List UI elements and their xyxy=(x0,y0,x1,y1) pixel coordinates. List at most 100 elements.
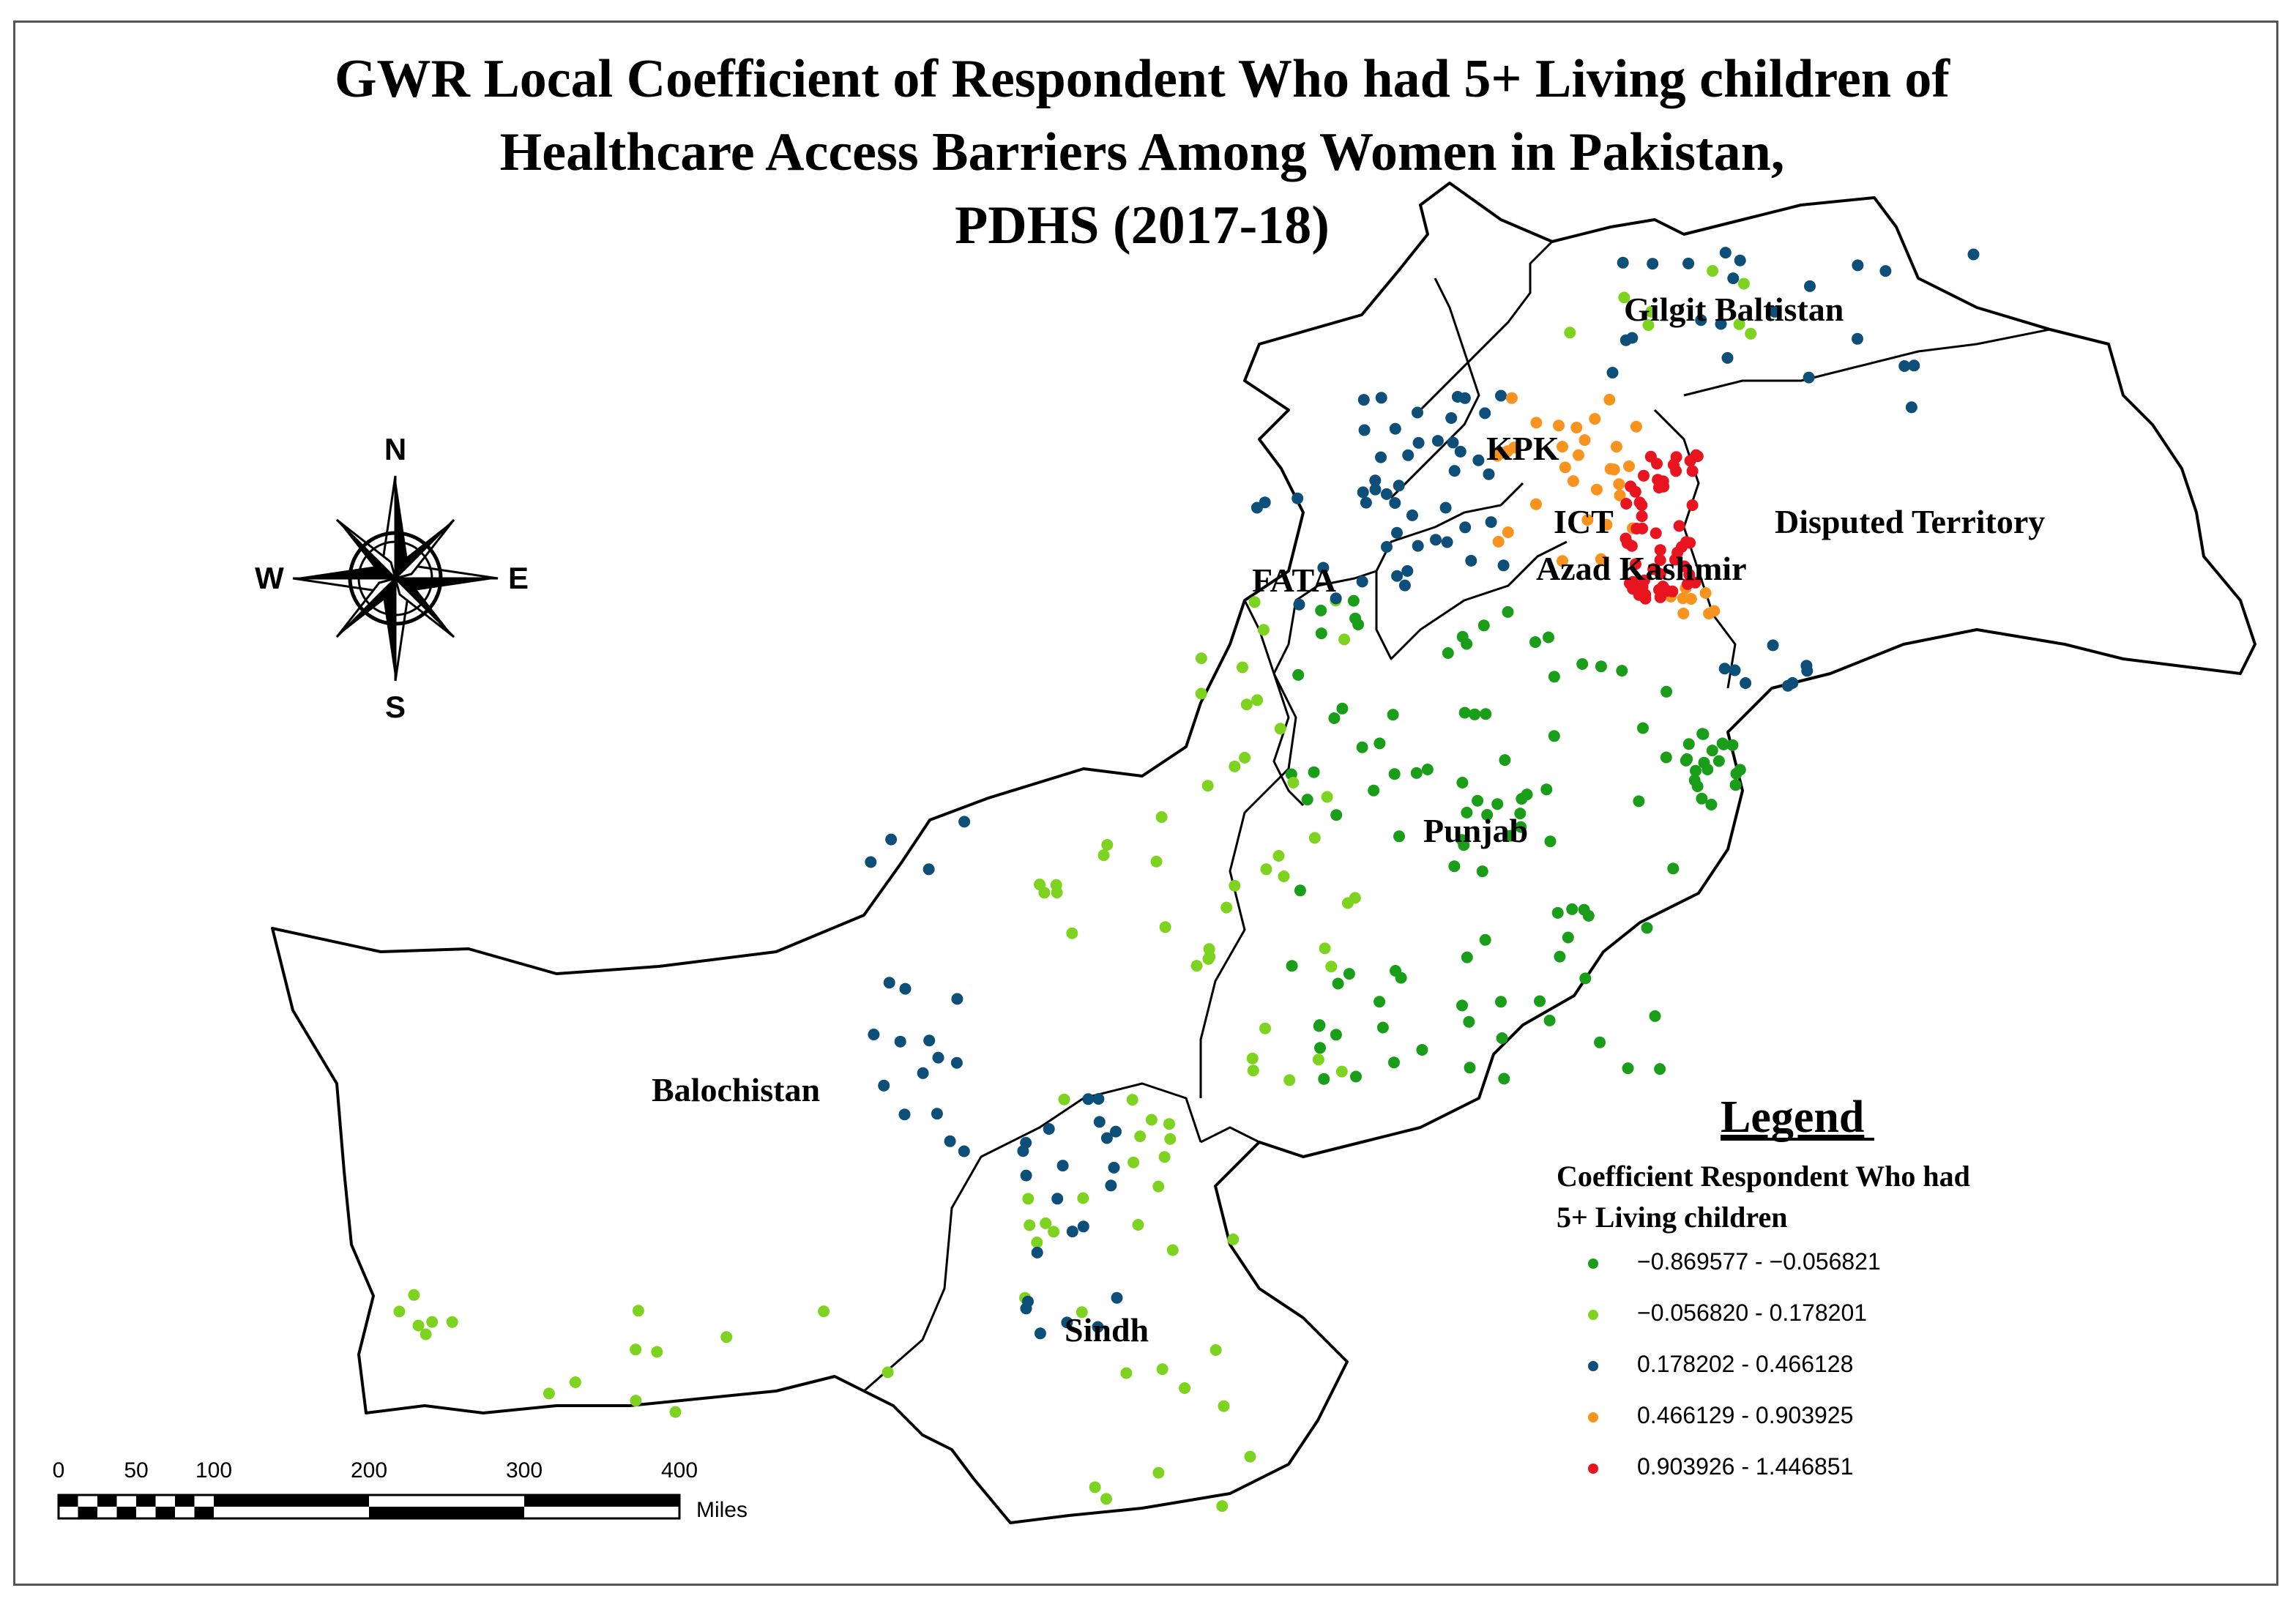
scale-block xyxy=(136,1495,156,1507)
coefficient-point xyxy=(1022,1193,1035,1205)
coefficient-point xyxy=(1250,502,1263,514)
coefficient-point xyxy=(1573,449,1584,461)
scale-tick-100: 100 xyxy=(195,1458,232,1483)
coefficient-point xyxy=(720,1331,733,1343)
coefficient-points xyxy=(393,247,1980,1513)
coefficient-point xyxy=(1022,1295,1034,1308)
coefficient-point xyxy=(1570,422,1583,433)
coefficient-point xyxy=(1472,794,1484,807)
coefficient-point xyxy=(1248,596,1261,608)
coefficient-point xyxy=(1159,921,1171,933)
coefficient-point xyxy=(944,1135,956,1147)
coefficient-point xyxy=(1505,392,1518,404)
coefficient-point xyxy=(1294,884,1306,897)
coefficient-point xyxy=(1401,564,1414,577)
coefficient-point xyxy=(1100,1132,1113,1144)
coefficient-point xyxy=(1680,754,1692,767)
coefficient-point xyxy=(1623,460,1635,472)
coefficient-point xyxy=(1156,1363,1168,1376)
coefficient-point xyxy=(1804,280,1816,292)
coefficient-point xyxy=(1495,996,1507,1008)
coefficient-point xyxy=(1456,630,1469,643)
coefficient-point xyxy=(1650,527,1662,540)
coefficient-point xyxy=(1644,450,1657,463)
coefficient-point xyxy=(1349,892,1361,904)
coefficient-point xyxy=(1240,698,1253,711)
coefficient-point xyxy=(1448,860,1461,873)
coefficient-point xyxy=(1421,764,1434,775)
coefficient-point xyxy=(1705,799,1718,810)
coefficient-point xyxy=(1150,855,1163,868)
coefficient-point xyxy=(1578,434,1591,447)
coefficient-point xyxy=(1374,996,1386,1008)
coefficient-point xyxy=(1498,1073,1510,1085)
coefficient-point xyxy=(1066,927,1078,939)
coefficient-point xyxy=(1769,305,1781,318)
label-disputed-territory: Disputed Territory xyxy=(1775,503,2045,540)
coefficient-point xyxy=(1686,499,1699,511)
coefficient-point xyxy=(1330,809,1343,821)
coefficient-point xyxy=(1786,676,1799,689)
coefficient-point xyxy=(1463,1015,1475,1028)
coefficient-point xyxy=(1682,738,1695,750)
coefficient-point xyxy=(1325,961,1338,973)
coefficient-point xyxy=(1740,677,1752,689)
coefficient-point xyxy=(1543,631,1554,644)
coefficient-point xyxy=(1260,863,1272,876)
coefficient-point xyxy=(1603,393,1616,406)
coefficient-point xyxy=(1745,327,1757,340)
label-balochistan: Balochistan xyxy=(652,1071,820,1108)
coefficient-point xyxy=(1246,1052,1259,1065)
coefficient-point xyxy=(1410,767,1423,779)
coefficient-point xyxy=(1393,830,1405,843)
coefficient-point xyxy=(1578,903,1590,916)
coefficient-point xyxy=(1120,1367,1133,1379)
coefficient-point xyxy=(1576,658,1589,670)
coefficient-point xyxy=(1357,394,1370,406)
country-boundaries xyxy=(271,182,2256,1524)
coefficient-point xyxy=(1391,526,1403,539)
scale-block xyxy=(214,1495,369,1507)
legend-swatch-1 xyxy=(1588,1259,1598,1269)
coefficient-point xyxy=(1312,1054,1324,1066)
coefficient-point xyxy=(1239,751,1251,764)
coefficient-point xyxy=(1564,327,1576,339)
coefficient-point xyxy=(1376,1021,1389,1034)
coefficient-point xyxy=(1543,1014,1556,1026)
coefficient-point xyxy=(1100,1493,1112,1505)
coefficient-point xyxy=(1630,558,1641,570)
coefficient-point xyxy=(1718,663,1731,675)
coefficient-point xyxy=(1077,1220,1089,1233)
coefficient-point xyxy=(1430,534,1442,546)
coefficient-point xyxy=(1272,850,1285,862)
coefficient-point xyxy=(1491,450,1503,462)
coefficient-point xyxy=(1375,392,1387,404)
balochistan-sindh-boundary xyxy=(863,1082,1202,1392)
coefficient-point xyxy=(1374,737,1386,750)
coefficient-point xyxy=(1477,619,1490,632)
legend-swatch-4 xyxy=(1588,1412,1598,1423)
coefficient-point xyxy=(1164,1133,1177,1145)
coefficient-point xyxy=(868,1029,880,1040)
coefficient-point xyxy=(1660,685,1673,698)
legend-subtitle-1: Coefficient Respondent Who had xyxy=(1557,1160,1970,1193)
coefficient-point xyxy=(1719,247,1732,259)
scale-block xyxy=(59,1495,78,1507)
coefficient-point xyxy=(923,1034,936,1047)
coefficient-point xyxy=(917,1067,929,1079)
coefficient-point xyxy=(865,856,877,868)
coefficient-point xyxy=(1481,809,1494,821)
coefficient-point xyxy=(951,993,963,1005)
punjab-sindh-boundary xyxy=(1200,1126,1260,1144)
coefficient-point xyxy=(543,1387,555,1400)
coefficient-point xyxy=(1610,441,1622,453)
coefficient-point xyxy=(1557,555,1568,567)
coefficient-point xyxy=(1633,496,1646,509)
coefficient-point xyxy=(1654,568,1666,580)
coefficient-point xyxy=(1278,870,1290,882)
coefficient-point xyxy=(1318,1073,1330,1085)
legend-swatch-3 xyxy=(1588,1361,1598,1371)
coefficient-point xyxy=(1678,560,1691,573)
coefficient-point xyxy=(1579,972,1592,985)
coefficient-point xyxy=(1495,389,1507,402)
